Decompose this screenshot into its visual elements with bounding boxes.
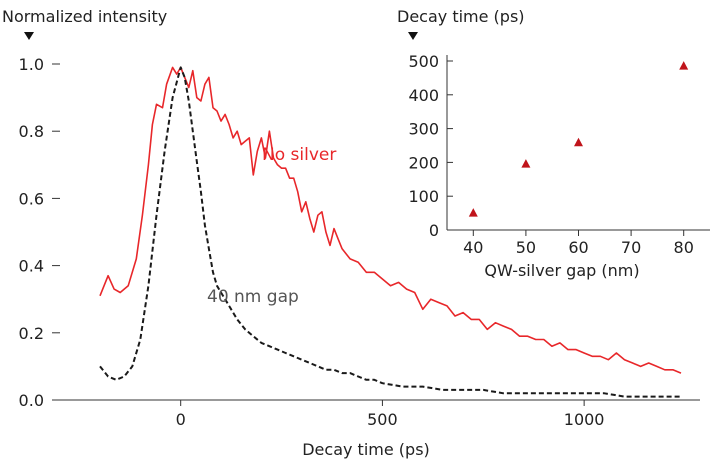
inset-data-point: [521, 159, 531, 168]
main-y-tick-label: 0.2: [19, 324, 44, 343]
inset-y-tick-label: 200: [408, 153, 439, 172]
inset-points-group: [468, 61, 689, 217]
main-x-axis-label: Decay time (ps): [302, 440, 430, 459]
inset-chart: Decay time (ps) 0 100 200 300 400 500 40 50 60 70…: [397, 7, 710, 280]
main-x-tick-label: 0: [176, 410, 186, 429]
main-y-tick-label: 0.8: [19, 122, 44, 141]
main-chart: Normalized intensity 0.0 0.2 0.4 0.6 0.8 1.0 0…: [2, 7, 700, 459]
inset-data-point: [679, 61, 689, 70]
inset-y-tick-label: 300: [408, 120, 439, 139]
inset-x-tick-label: 80: [674, 238, 694, 257]
inset-x-tick-label: 50: [516, 238, 536, 257]
main-x-tick-label: 500: [367, 410, 398, 429]
inset-y-tick-label: 100: [408, 187, 439, 206]
inset-x-tick-label: 60: [568, 238, 588, 257]
series-line-no-silver: [99, 66, 682, 374]
inset-y-tick-label: 500: [408, 52, 439, 71]
inset-y-axis-label: Decay time (ps): [397, 7, 525, 26]
series-line-40-nm-gap: [99, 66, 681, 398]
main-y-label-arrow-icon: [24, 32, 34, 40]
inset-y-tick-label: 400: [408, 86, 439, 105]
series-label-no-silver: No silver: [262, 145, 336, 165]
inset-data-point: [468, 208, 478, 217]
main-y-tick-label: 0.6: [19, 189, 44, 208]
main-y-axis-label: Normalized intensity: [2, 7, 167, 26]
inset-ticks: 0 100 200 300 400 500 40 50 60 70 80: [408, 52, 710, 257]
main-y-tick-label: 0.0: [19, 391, 44, 410]
main-series-group: [99, 66, 682, 398]
inset-data-point: [574, 137, 583, 147]
inset-x-tick-label: 70: [621, 238, 641, 257]
inset-y-label-arrow-icon: [408, 32, 418, 40]
main-x-tick-label: 1000: [564, 410, 605, 429]
inset-x-axis-label: QW-silver gap (nm): [484, 261, 639, 280]
series-label-40nm-gap: 40 nm gap: [207, 287, 299, 307]
inset-x-tick-label: 40: [463, 238, 483, 257]
inset-y-tick-label: 0: [429, 221, 439, 240]
main-y-tick-label: 0.4: [19, 257, 44, 276]
main-ticks: 0.00.20.40.60.81.00 500 1000: [19, 55, 700, 429]
main-y-tick-label: 1.0: [19, 55, 44, 74]
